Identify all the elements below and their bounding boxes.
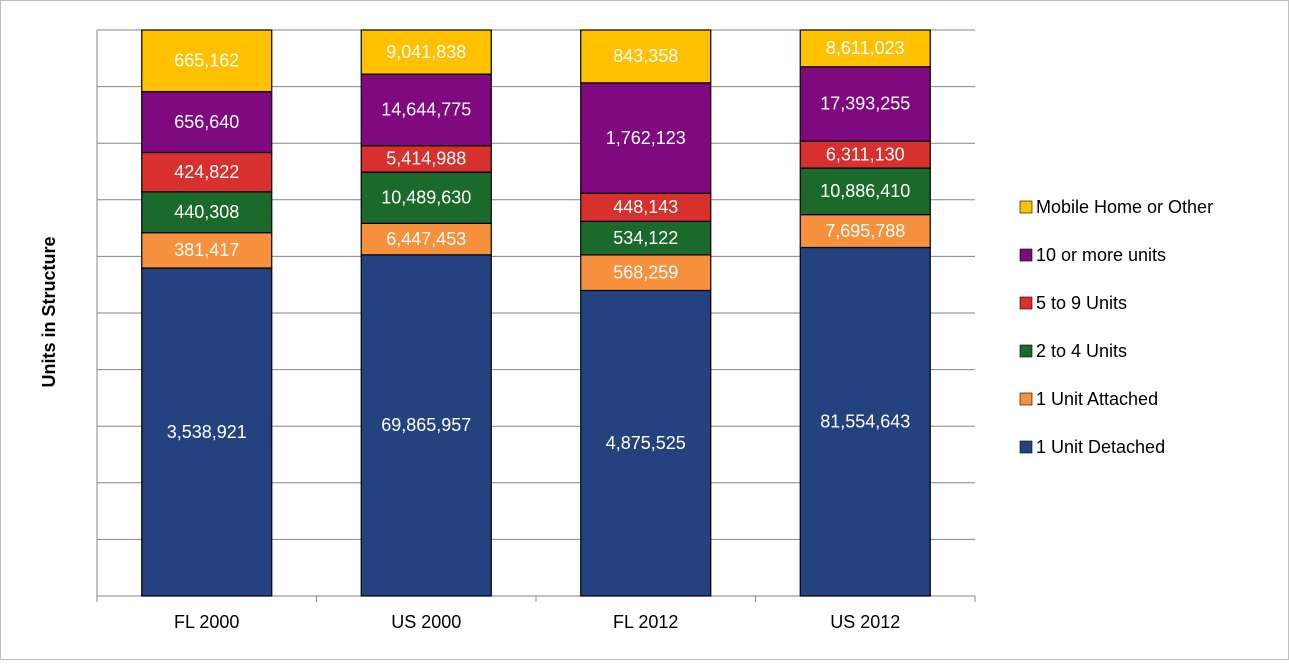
bar-segment (580, 220, 712, 256)
data-label: 6,447,453 (386, 229, 466, 249)
data-label: 1,762,123 (606, 128, 686, 148)
bar-segment (360, 73, 492, 147)
data-label: 6,311,130 (826, 144, 905, 164)
data-label: 14,644,775 (381, 100, 471, 120)
legend-label: 10 or more units (1036, 245, 1166, 265)
bar-segment (141, 29, 273, 93)
bar-segment (799, 246, 931, 597)
data-label: 656,640 (174, 112, 239, 132)
data-label: 10,886,410 (820, 181, 910, 201)
data-label: 10,489,630 (381, 187, 471, 207)
data-label: 7,695,788 (825, 221, 905, 241)
data-label: 534,122 (613, 228, 678, 248)
data-label: 5,414,988 (386, 149, 466, 169)
data-label: 448,143 (613, 197, 678, 217)
legend-label: 1 Unit Detached (1036, 437, 1165, 457)
bar-segment (360, 145, 492, 173)
data-label: 665,162 (174, 51, 239, 71)
legend-swatch (1019, 392, 1033, 406)
data-label: 81,554,643 (820, 411, 910, 431)
legend-swatch (1019, 440, 1033, 454)
data-label: 424,822 (174, 162, 239, 182)
data-label: 440,308 (174, 202, 239, 222)
legend-swatch (1019, 200, 1033, 214)
bar-segment (360, 254, 492, 597)
data-label: 69,865,957 (381, 415, 471, 435)
bar-segment (580, 289, 712, 597)
bar-segment (580, 29, 712, 84)
data-label: 17,393,255 (820, 94, 910, 114)
bar-segment (799, 29, 931, 68)
bar-segment (141, 91, 273, 154)
legend-label: 5 to 9 Units (1036, 293, 1127, 313)
x-tick-label: FL 2012 (613, 612, 678, 632)
data-label: 381,417 (174, 240, 239, 260)
legend-swatch (1019, 344, 1033, 358)
legend-label: Mobile Home or Other (1036, 197, 1213, 217)
bar-segment (580, 254, 712, 292)
bar-segment (580, 192, 712, 222)
x-tick-label: US 2012 (830, 612, 900, 632)
legend-swatch (1019, 296, 1033, 310)
bar-segment (141, 267, 273, 597)
data-label: 3,538,921 (167, 422, 247, 442)
bar-segment (141, 191, 273, 234)
data-label: 8,611,023 (826, 38, 905, 58)
legend-swatch (1019, 248, 1033, 262)
bar-segment (799, 66, 931, 142)
bar-segment (141, 151, 273, 193)
bar-segment (360, 222, 492, 256)
x-tick-label: FL 2000 (174, 612, 239, 632)
data-label: 568,259 (613, 262, 678, 282)
x-tick-label: US 2000 (391, 612, 461, 632)
y-axis-label: Units in Structure (39, 236, 59, 387)
bar-segment (360, 171, 492, 224)
data-label: 843,358 (613, 46, 678, 66)
bar-segment (799, 140, 931, 169)
legend-label: 2 to 4 Units (1036, 341, 1127, 361)
data-label: 9,041,838 (386, 42, 466, 62)
data-label: 4,875,525 (606, 433, 686, 453)
bar-segment (799, 167, 931, 216)
bar-segment (580, 82, 712, 194)
legend-label: 1 Unit Attached (1036, 389, 1158, 409)
bar-segment (360, 29, 492, 75)
